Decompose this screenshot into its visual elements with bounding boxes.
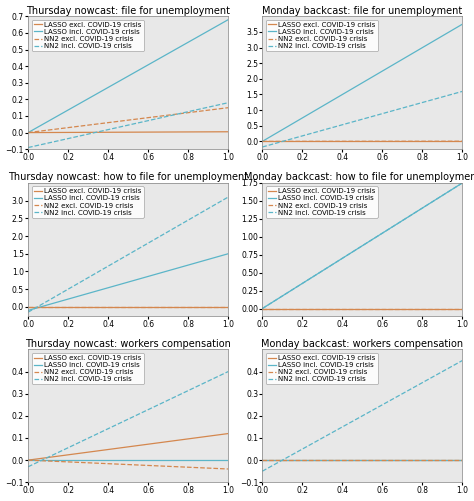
Legend: LASSO excl. COVID-19 crisis, LASSO incl. COVID-19 crisis, NN2 excl. COVID-19 cri: LASSO excl. COVID-19 crisis, LASSO incl.…: [32, 20, 144, 51]
Legend: LASSO excl. COVID-19 crisis, LASSO incl. COVID-19 crisis, NN2 excl. COVID-19 cri: LASSO excl. COVID-19 crisis, LASSO incl.…: [32, 353, 144, 384]
Legend: LASSO excl. COVID-19 crisis, LASSO incl. COVID-19 crisis, NN2 excl. COVID-19 cri: LASSO excl. COVID-19 crisis, LASSO incl.…: [32, 186, 144, 217]
Legend: LASSO excl. COVID-19 crisis, LASSO incl. COVID-19 crisis, NN2 excl. COVID-19 cri: LASSO excl. COVID-19 crisis, LASSO incl.…: [266, 353, 378, 384]
Legend: LASSO excl. COVID-19 crisis, LASSO incl. COVID-19 crisis, NN2 excl. COVID-19 cri: LASSO excl. COVID-19 crisis, LASSO incl.…: [266, 186, 378, 217]
Title: Thursday nowcast: how to file for unemployment: Thursday nowcast: how to file for unempl…: [8, 172, 248, 182]
Title: Thursday nowcast: workers compensation: Thursday nowcast: workers compensation: [25, 339, 231, 349]
Title: Monday backcast: file for unemployment: Monday backcast: file for unemployment: [262, 6, 463, 16]
Title: Monday backcast: workers compensation: Monday backcast: workers compensation: [261, 339, 464, 349]
Title: Thursday nowcast: file for unemployment: Thursday nowcast: file for unemployment: [26, 6, 230, 16]
Legend: LASSO excl. COVID-19 crisis, LASSO incl. COVID-19 crisis, NN2 excl. COVID-19 cri: LASSO excl. COVID-19 crisis, LASSO incl.…: [266, 20, 378, 51]
Title: Monday backcast: how to file for unemployment: Monday backcast: how to file for unemplo…: [244, 172, 474, 182]
